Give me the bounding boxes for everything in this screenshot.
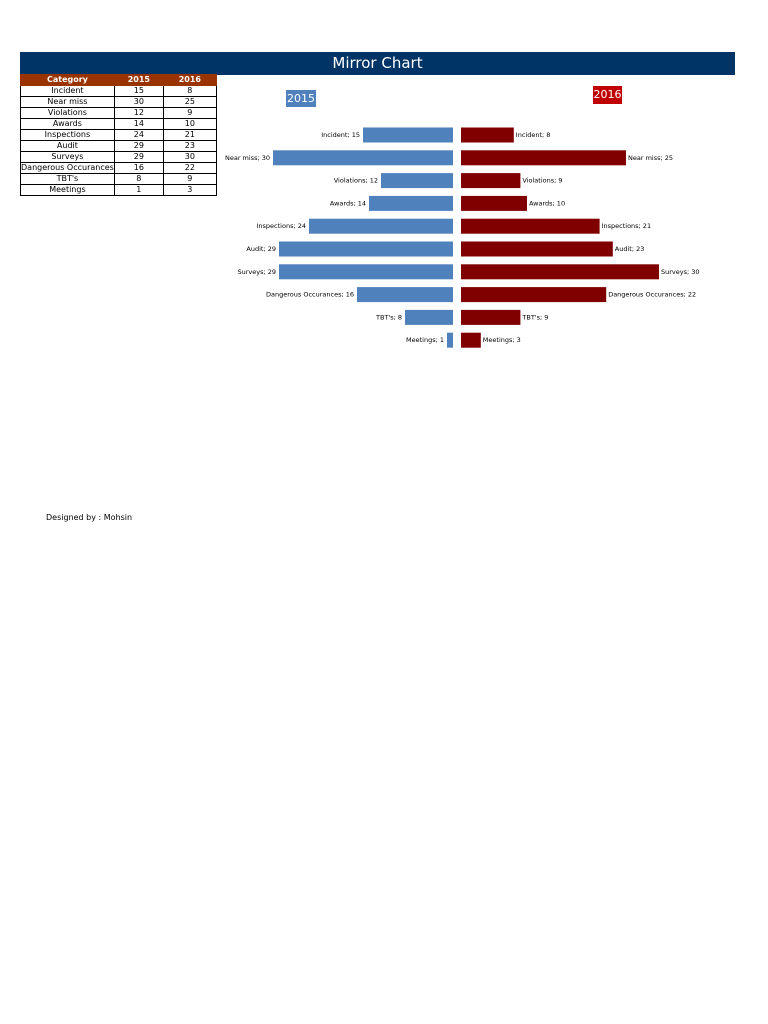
- bar: [461, 309, 521, 325]
- data-label: Surveys; 30: [661, 268, 700, 276]
- data-label: Meetings; 1: [406, 336, 444, 344]
- data-label: TBT's; 9: [521, 313, 548, 321]
- bar: [279, 264, 453, 280]
- bar: [381, 173, 453, 189]
- data-table: Category 2015 2016 Incident 15 8 Near miss 30 2…: [20, 74, 217, 196]
- data-label: Meetings; 3: [483, 336, 521, 344]
- legend-box: [593, 86, 622, 104]
- bar: [357, 287, 453, 303]
- bar: [369, 195, 453, 211]
- bar: [363, 127, 453, 143]
- data-label: Incident; 8: [516, 131, 551, 139]
- bar: [461, 264, 659, 280]
- data-label: Audit; 29: [246, 245, 276, 253]
- data-label: Near miss; 25: [628, 154, 673, 162]
- data-label: Incident; 15: [321, 131, 360, 139]
- data-label: Awards; 14: [330, 199, 366, 207]
- data-label: TBT's; 8: [375, 313, 402, 321]
- data-label: Audit; 23: [615, 245, 645, 253]
- title-bar: Mirror Chart: [20, 52, 735, 75]
- bar: [273, 150, 453, 166]
- table-row: Violations 12 9: [20, 107, 217, 119]
- bar: [461, 195, 527, 211]
- data-label: Near miss; 30: [225, 154, 270, 162]
- chart: 2015 2016 Incident; 15 Incident; 8 Near miss…: [225, 86, 700, 348]
- bar: [461, 241, 613, 257]
- bar: [309, 218, 453, 234]
- data-label: Inspections; 24: [257, 222, 307, 230]
- table-row: Audit 29 23: [20, 140, 217, 152]
- bar: [279, 241, 453, 257]
- legend-label: 2015: [287, 92, 315, 105]
- table-row: Near miss 30 25: [20, 96, 217, 108]
- data-label: Awards; 10: [529, 199, 565, 207]
- bar: [405, 309, 453, 325]
- bar: [461, 150, 626, 166]
- bar: [461, 332, 481, 348]
- footer: Designed by : Mohsin: [46, 513, 133, 522]
- table-row: TBT's 8 9: [20, 173, 217, 185]
- data-label: Dangerous Occurances; 22: [608, 291, 696, 299]
- data-label: Violations; 9: [522, 177, 562, 185]
- bar: [461, 173, 521, 189]
- data-label: Dangerous Occurances; 16: [266, 291, 354, 299]
- legend-box: [286, 90, 316, 107]
- table-row: Meetings 1 3: [20, 184, 217, 196]
- bar: [461, 218, 600, 234]
- bar: [461, 127, 514, 143]
- table-row: Surveys 29 30: [20, 151, 217, 163]
- bar: [461, 287, 607, 303]
- table-row: Inspections 24 21: [20, 129, 217, 141]
- table-cell: 3: [162, 184, 217, 196]
- legend-label: 2016: [594, 88, 622, 101]
- data-label: Violations; 12: [334, 177, 378, 185]
- data-label: Surveys; 29: [237, 268, 276, 276]
- data-label: Inspections; 21: [602, 222, 652, 230]
- bar: [447, 332, 453, 348]
